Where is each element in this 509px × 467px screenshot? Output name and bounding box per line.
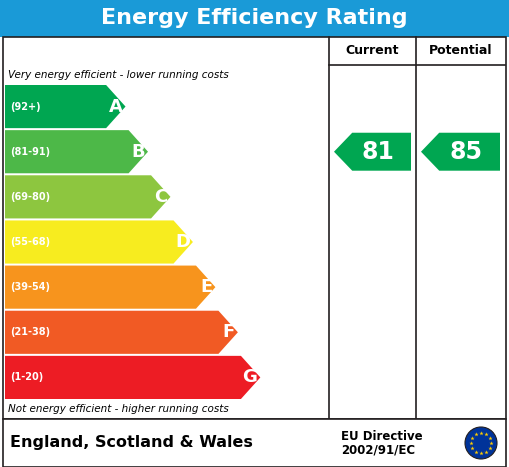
Bar bbox=[3, 419, 506, 467]
Text: G: G bbox=[242, 368, 258, 386]
Text: A: A bbox=[108, 98, 123, 115]
Text: EU Directive: EU Directive bbox=[341, 431, 422, 444]
Text: B: B bbox=[131, 143, 145, 161]
Text: E: E bbox=[200, 278, 212, 296]
Polygon shape bbox=[5, 85, 126, 128]
Polygon shape bbox=[5, 266, 215, 309]
Text: (21-38): (21-38) bbox=[10, 327, 50, 337]
Circle shape bbox=[465, 427, 497, 459]
Text: Potential: Potential bbox=[429, 44, 492, 57]
Polygon shape bbox=[5, 311, 238, 354]
Polygon shape bbox=[5, 356, 260, 399]
Text: C: C bbox=[154, 188, 167, 206]
Text: 2002/91/EC: 2002/91/EC bbox=[341, 444, 415, 457]
Text: (69-80): (69-80) bbox=[10, 192, 50, 202]
Bar bbox=[3, 37, 506, 419]
Text: 85: 85 bbox=[449, 140, 483, 164]
Text: England, Scotland & Wales: England, Scotland & Wales bbox=[10, 436, 253, 451]
Text: (55-68): (55-68) bbox=[10, 237, 50, 247]
Text: D: D bbox=[175, 233, 190, 251]
Text: Very energy efficient - lower running costs: Very energy efficient - lower running co… bbox=[8, 70, 229, 80]
Text: (1-20): (1-20) bbox=[10, 372, 43, 382]
Text: Current: Current bbox=[346, 44, 399, 57]
Polygon shape bbox=[5, 130, 148, 173]
Polygon shape bbox=[5, 220, 193, 263]
Text: (81-91): (81-91) bbox=[10, 147, 50, 157]
Polygon shape bbox=[334, 133, 411, 171]
Text: Not energy efficient - higher running costs: Not energy efficient - higher running co… bbox=[8, 404, 229, 414]
Text: 81: 81 bbox=[361, 140, 394, 164]
Bar bbox=[0, 0, 509, 37]
Text: Energy Efficiency Rating: Energy Efficiency Rating bbox=[101, 8, 408, 28]
Polygon shape bbox=[421, 133, 500, 171]
Text: F: F bbox=[222, 323, 235, 341]
Polygon shape bbox=[5, 175, 171, 219]
Text: (92+): (92+) bbox=[10, 101, 41, 112]
Text: (39-54): (39-54) bbox=[10, 282, 50, 292]
